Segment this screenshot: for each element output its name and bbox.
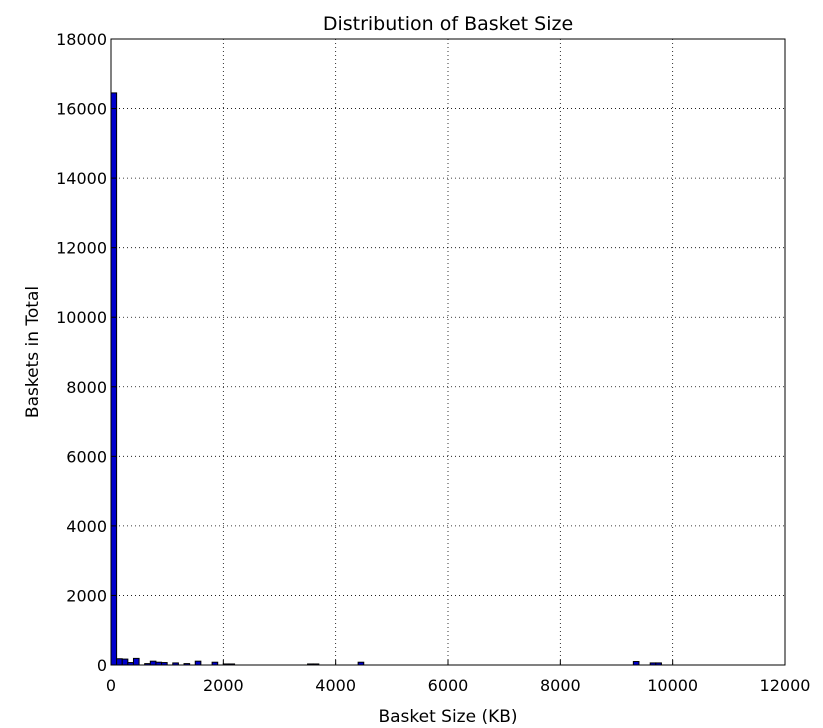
y-tick-label: 8000	[66, 378, 107, 397]
y-tick-label: 4000	[66, 517, 107, 536]
y-tick-label: 16000	[56, 100, 107, 119]
y-tick-label: 2000	[66, 586, 107, 605]
y-tick-label: 0	[97, 656, 107, 675]
y-axis-title: Baskets in Total	[23, 286, 43, 418]
x-tick-label: 0	[106, 676, 116, 695]
x-tick-label: 8000	[540, 676, 581, 695]
y-tick-label: 10000	[56, 308, 107, 327]
axis-ticks: 0 2000 4000 6000 8000 10000 12000 0 2000 4000 6000…	[56, 30, 810, 695]
histogram-bars	[110, 92, 662, 666]
histogram-bar	[149, 660, 157, 666]
y-tick-label: 12000	[56, 239, 107, 258]
histogram-bar	[132, 657, 140, 666]
x-axis-title: Basket Size (KB)	[378, 707, 517, 727]
histogram-bar	[116, 658, 123, 666]
x-tick-label: 10000	[647, 676, 698, 695]
x-tick-label: 2000	[203, 676, 244, 695]
y-tick-label: 14000	[56, 169, 107, 188]
histogram-bar	[121, 658, 129, 666]
histogram-bar	[632, 661, 640, 666]
x-tick-label: 6000	[428, 676, 469, 695]
x-tick-label: 4000	[315, 676, 356, 695]
histogram-bar	[110, 92, 118, 666]
y-tick-label: 18000	[56, 30, 107, 49]
chart-title: Distribution of Basket Size	[323, 13, 573, 35]
x-tick-label: 12000	[760, 676, 811, 695]
grid-lines	[111, 39, 785, 665]
histogram-bar	[194, 660, 202, 666]
y-tick-label: 6000	[66, 447, 107, 466]
